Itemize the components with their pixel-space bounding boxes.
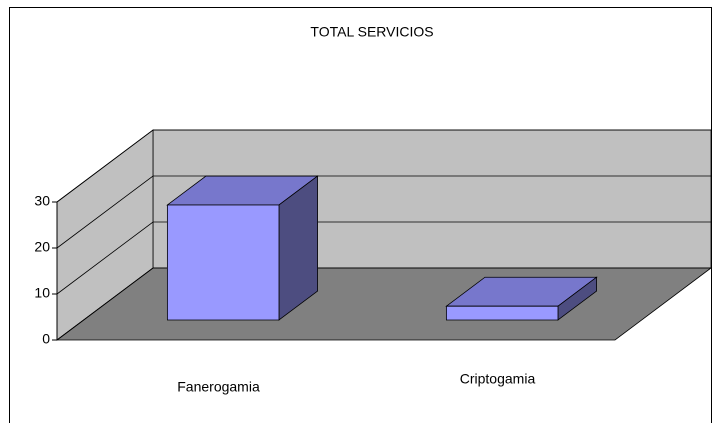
grid-line	[56, 175, 711, 249]
chart-border	[9, 7, 712, 423]
y-tick-label: 0	[42, 331, 50, 347]
grid-line	[56, 221, 711, 295]
bar	[445, 305, 559, 321]
floor	[55, 267, 713, 341]
y-tick-label: 30	[34, 193, 50, 209]
x-tick-label: Fanerogamia	[177, 379, 260, 395]
y-tick-label: 10	[34, 285, 50, 301]
grid-line	[56, 267, 711, 341]
chart-title: TOTAL SERVICIOS	[310, 24, 433, 40]
grid-line	[56, 129, 711, 203]
x-tick-label: Criptogamia	[460, 371, 536, 387]
bar	[166, 204, 280, 321]
y-tick-label: 20	[34, 239, 50, 255]
